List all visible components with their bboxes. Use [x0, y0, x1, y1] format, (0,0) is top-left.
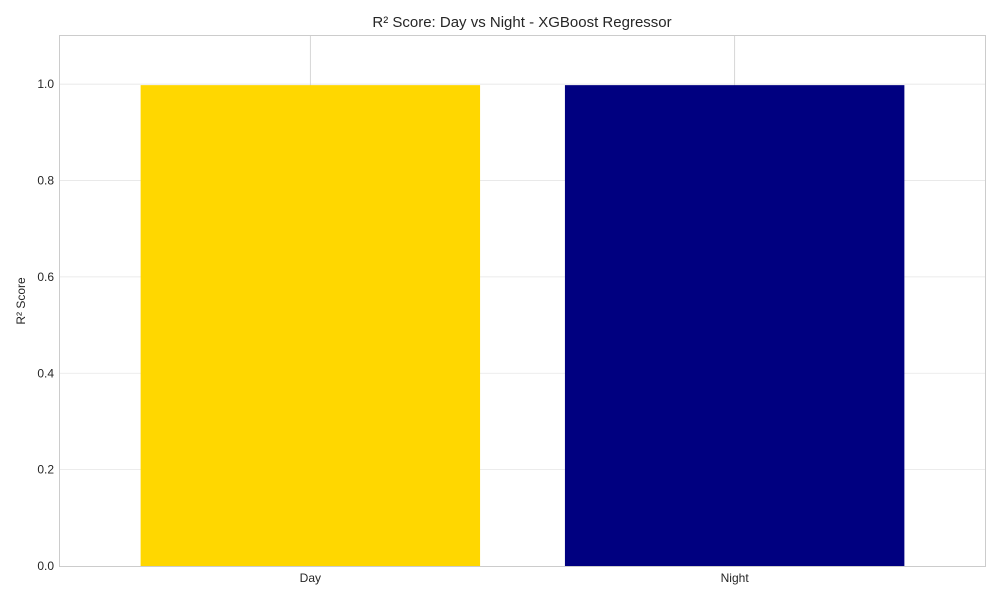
- plot-frame: [59, 35, 986, 567]
- y-tick-label: 0.6: [37, 270, 54, 284]
- bar-night: [564, 85, 905, 567]
- chart-title: R² Score: Day vs Night - XGBoost Regress…: [372, 14, 671, 31]
- x-tick-label: Day: [300, 571, 321, 585]
- bar-day: [140, 85, 481, 567]
- y-tick-labels: 0.0 0.2 0.4 0.6 0.8 1.0: [37, 77, 54, 573]
- y-tick-label: 0.8: [37, 174, 54, 188]
- y-tick-label: 0.4: [37, 366, 54, 380]
- x-tick-label: Night: [721, 571, 750, 585]
- y-tick-label: 0.2: [37, 463, 54, 477]
- y-tick-label: 0.0: [37, 559, 54, 573]
- y-axis-label: R² Score: [14, 277, 28, 325]
- bars: [140, 85, 905, 567]
- y-tick-label: 1.0: [37, 77, 54, 91]
- x-tick-labels: Day Night: [300, 571, 750, 585]
